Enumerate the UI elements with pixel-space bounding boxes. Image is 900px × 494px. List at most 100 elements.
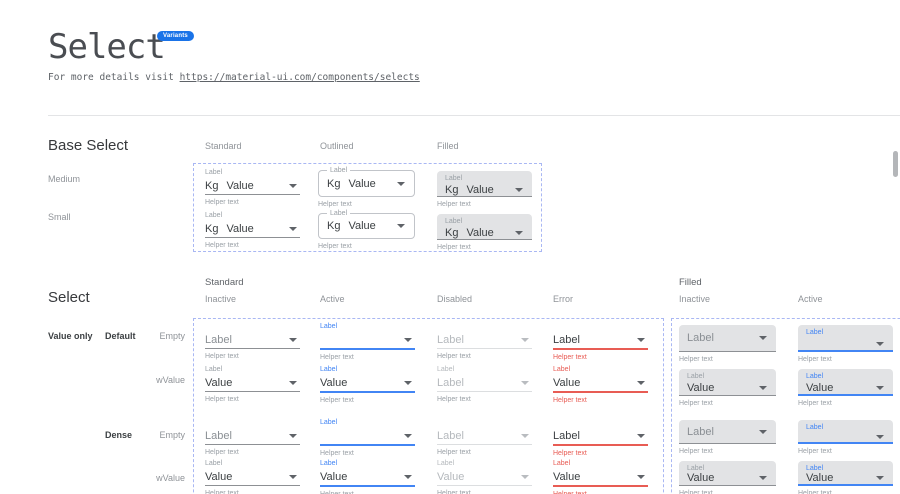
helper-text: Helper text — [679, 400, 713, 407]
select-filled-active-empty[interactable]: Label Helper text — [798, 325, 893, 363]
helper-text: Helper text — [320, 354, 354, 361]
select-dense-standard-disabled-empty: Label Helper text — [437, 418, 532, 456]
dropdown-caret-icon — [521, 434, 529, 438]
select-floating-label: Label — [320, 460, 338, 467]
select-placeholder: Label — [437, 334, 464, 346]
select-filled-box: Label Value — [679, 369, 776, 396]
dropdown-caret-icon — [876, 386, 884, 390]
base-filled-medium-select[interactable]: Label Kg Value Helper text — [437, 171, 532, 208]
select-underline — [205, 391, 300, 392]
select-value: Value — [687, 382, 715, 394]
helper-text: Helper text — [205, 490, 239, 494]
helper-text: Helper text — [553, 397, 587, 404]
select-value: Value — [553, 471, 581, 483]
helper-text: Helper text — [205, 396, 239, 403]
helper-text: Helper text — [320, 450, 354, 457]
group-header-standard: Standard — [205, 277, 244, 288]
select-dense-filled-inactive-wvalue[interactable]: Label Value Helper text — [679, 461, 776, 494]
base-standard-small-select[interactable]: Label Kg Value Helper text — [205, 211, 300, 249]
select-standard-disabled-wvalue: Label Label Helper text — [437, 365, 532, 403]
select-floating-label: Label — [205, 460, 223, 467]
col-header-filled-active: Active — [798, 294, 823, 304]
select-standard-active-wvalue[interactable]: Label Value Helper text — [320, 365, 415, 404]
base-select-heading: Base Select — [48, 137, 129, 154]
select-standard-error-empty[interactable]: Label Helper text — [553, 322, 648, 361]
base-standard-medium-select[interactable]: Label Kg Value Helper text — [205, 168, 300, 206]
select-floating-label: Label — [320, 419, 338, 426]
select-floating-label: Label — [205, 366, 223, 373]
subtitle-text: For more details visit — [48, 72, 180, 83]
helper-text: Helper text — [553, 450, 587, 457]
base-filled-small-select[interactable]: Label Kg Value Helper text — [437, 214, 532, 251]
select-underline — [320, 485, 415, 487]
select-filled-box: Label Value — [679, 461, 776, 486]
dropdown-caret-icon — [515, 231, 523, 235]
vertical-scrollbar-thumb[interactable] — [893, 151, 898, 177]
select-outline-box: Label Kg Value — [318, 166, 415, 197]
dropdown-caret-icon — [289, 227, 297, 231]
dropdown-caret-icon — [289, 338, 297, 342]
dropdown-caret-icon — [515, 188, 523, 192]
select-floating-label — [205, 418, 300, 428]
helper-text: Helper text — [437, 244, 471, 251]
select-underline — [205, 237, 300, 238]
select-filled-box: Label — [798, 325, 893, 352]
helper-text: Helper text — [318, 201, 352, 208]
select-dense-filled-active-wvalue[interactable]: Label Value Helper text — [798, 461, 893, 494]
helper-text: Helper text — [437, 353, 471, 360]
select-standard-inactive-wvalue[interactable]: Label Value Helper text — [205, 365, 300, 403]
col-header-std-disabled: Disabled — [437, 294, 473, 304]
select-dense-standard-active-wvalue[interactable]: Label Value Helper text — [320, 459, 415, 494]
select-floating-label: Label — [327, 209, 351, 218]
select-floating-label — [553, 322, 648, 332]
select-underline — [437, 444, 532, 445]
select-filled-inactive-empty[interactable]: Label Helper text — [679, 325, 776, 363]
select-value: Value — [806, 382, 834, 394]
row-header-dense-empty: Empty — [159, 430, 185, 440]
select-underline — [553, 485, 648, 487]
select-underline — [205, 485, 300, 486]
select-filled-active-wvalue[interactable]: Label Value Helper text — [798, 369, 893, 407]
helper-text: Helper text — [205, 199, 239, 206]
select-floating-label: Label — [806, 373, 824, 380]
select-filled-box: Label Value — [798, 461, 893, 486]
select-dense-standard-inactive-empty[interactable]: Label Helper text — [205, 418, 300, 456]
select-floating-label: Label — [806, 424, 824, 431]
col-header-standard: Standard — [205, 141, 242, 151]
base-outlined-small-select[interactable]: Label Kg Value Helper text — [318, 209, 415, 250]
dropdown-caret-icon — [289, 475, 297, 479]
select-underline — [437, 348, 532, 349]
helper-text: Helper text — [679, 490, 713, 494]
helper-text: Helper text — [437, 396, 471, 403]
select-dense-standard-inactive-wvalue[interactable]: Label Value Helper text — [205, 459, 300, 494]
select-dense-standard-error-empty[interactable]: Label Helper text — [553, 418, 648, 457]
helper-text: Helper text — [798, 400, 832, 407]
select-standard-error-wvalue[interactable]: Label Value Helper text — [553, 365, 648, 404]
select-standard-inactive-empty[interactable]: Label Helper text — [205, 322, 300, 360]
select-dense-standard-active-empty[interactable]: Label Helper text — [320, 418, 415, 457]
header-divider — [48, 115, 900, 116]
dropdown-caret-icon — [289, 184, 297, 188]
select-floating-label: Label — [320, 323, 338, 330]
select-floating-label: Label — [320, 366, 338, 373]
select-standard-frame — [193, 318, 664, 494]
material-ui-link[interactable]: https://material-ui.com/components/selec… — [179, 72, 420, 83]
helper-text: Helper text — [205, 449, 239, 456]
select-dense-filled-active-empty[interactable]: Label Helper text — [798, 420, 893, 455]
select-value: Value — [687, 472, 715, 484]
row-header-default-wvalue: wValue — [156, 375, 185, 385]
select-value: Label — [553, 334, 580, 346]
variants-badge: Variants — [157, 31, 194, 41]
helper-text: Helper text — [679, 448, 713, 455]
select-dense-standard-error-wvalue[interactable]: Label Value Helper text — [553, 459, 648, 494]
select-dense-filled-inactive-empty[interactable]: Label Helper text — [679, 420, 776, 455]
select-standard-active-empty[interactable]: Label Helper text — [320, 322, 415, 361]
select-placeholder: Label — [437, 430, 464, 442]
base-outlined-medium-select[interactable]: Label Kg Value Helper text — [318, 166, 415, 208]
helper-text: Helper text — [320, 491, 415, 494]
select-filled-box: Label — [679, 420, 776, 444]
select-filled-inactive-wvalue[interactable]: Label Value Helper text — [679, 369, 776, 407]
dropdown-caret-icon — [397, 224, 405, 228]
select-value: Kg Value — [445, 184, 494, 196]
